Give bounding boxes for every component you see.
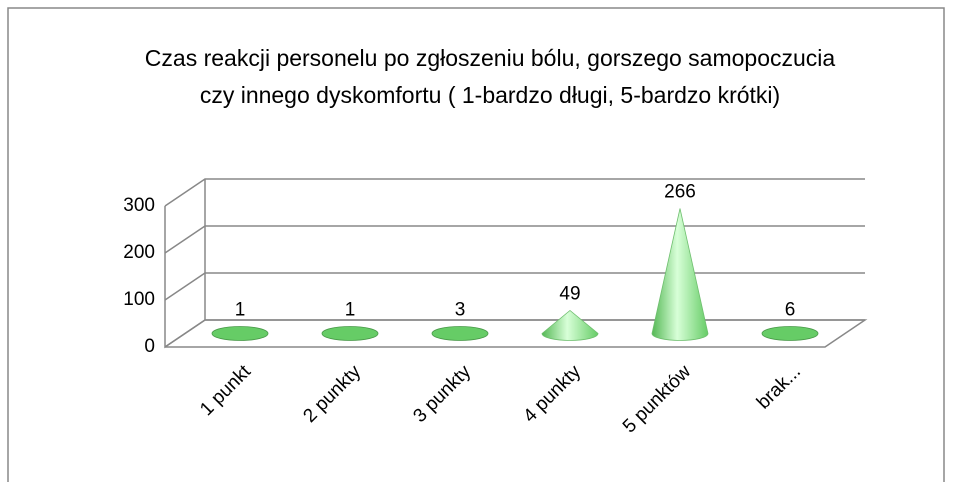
- cone: [321, 326, 379, 341]
- grid-line: [164, 272, 865, 301]
- x-tick-label: brak...: [753, 361, 805, 413]
- cone: [541, 309, 599, 341]
- frame: [7, 7, 945, 482]
- y-tick-label: 200: [123, 242, 155, 263]
- value-label: 49: [559, 283, 580, 304]
- floor: [165, 319, 868, 348]
- grid-line: [164, 225, 865, 254]
- y-tick-label: 300: [123, 195, 155, 216]
- x-tick-label: 3 punkty: [409, 361, 475, 427]
- value-label: 6: [785, 300, 796, 321]
- axis-wall: [164, 179, 206, 349]
- cone: [761, 326, 819, 341]
- y-tick-label: 100: [123, 289, 155, 310]
- x-tick-label: 1 punkt: [196, 361, 255, 420]
- x-tick-label: 5 punktów: [619, 361, 695, 437]
- grid-line: [164, 178, 865, 207]
- cone: [651, 208, 709, 341]
- value-label: 1: [345, 300, 356, 321]
- x-tick-label: 2 punkty: [299, 361, 365, 427]
- grid-line: [164, 319, 865, 348]
- chart-title: Czas reakcji personelu po zgłoszeniu ból…: [144, 45, 836, 108]
- x-tick-label: 4 punkty: [519, 361, 585, 427]
- value-label: 3: [455, 300, 466, 321]
- cone: [431, 326, 489, 341]
- cone: [211, 326, 269, 341]
- value-label: 266: [664, 181, 696, 202]
- y-tick-label: 0: [144, 336, 155, 357]
- value-label: 1: [235, 300, 246, 321]
